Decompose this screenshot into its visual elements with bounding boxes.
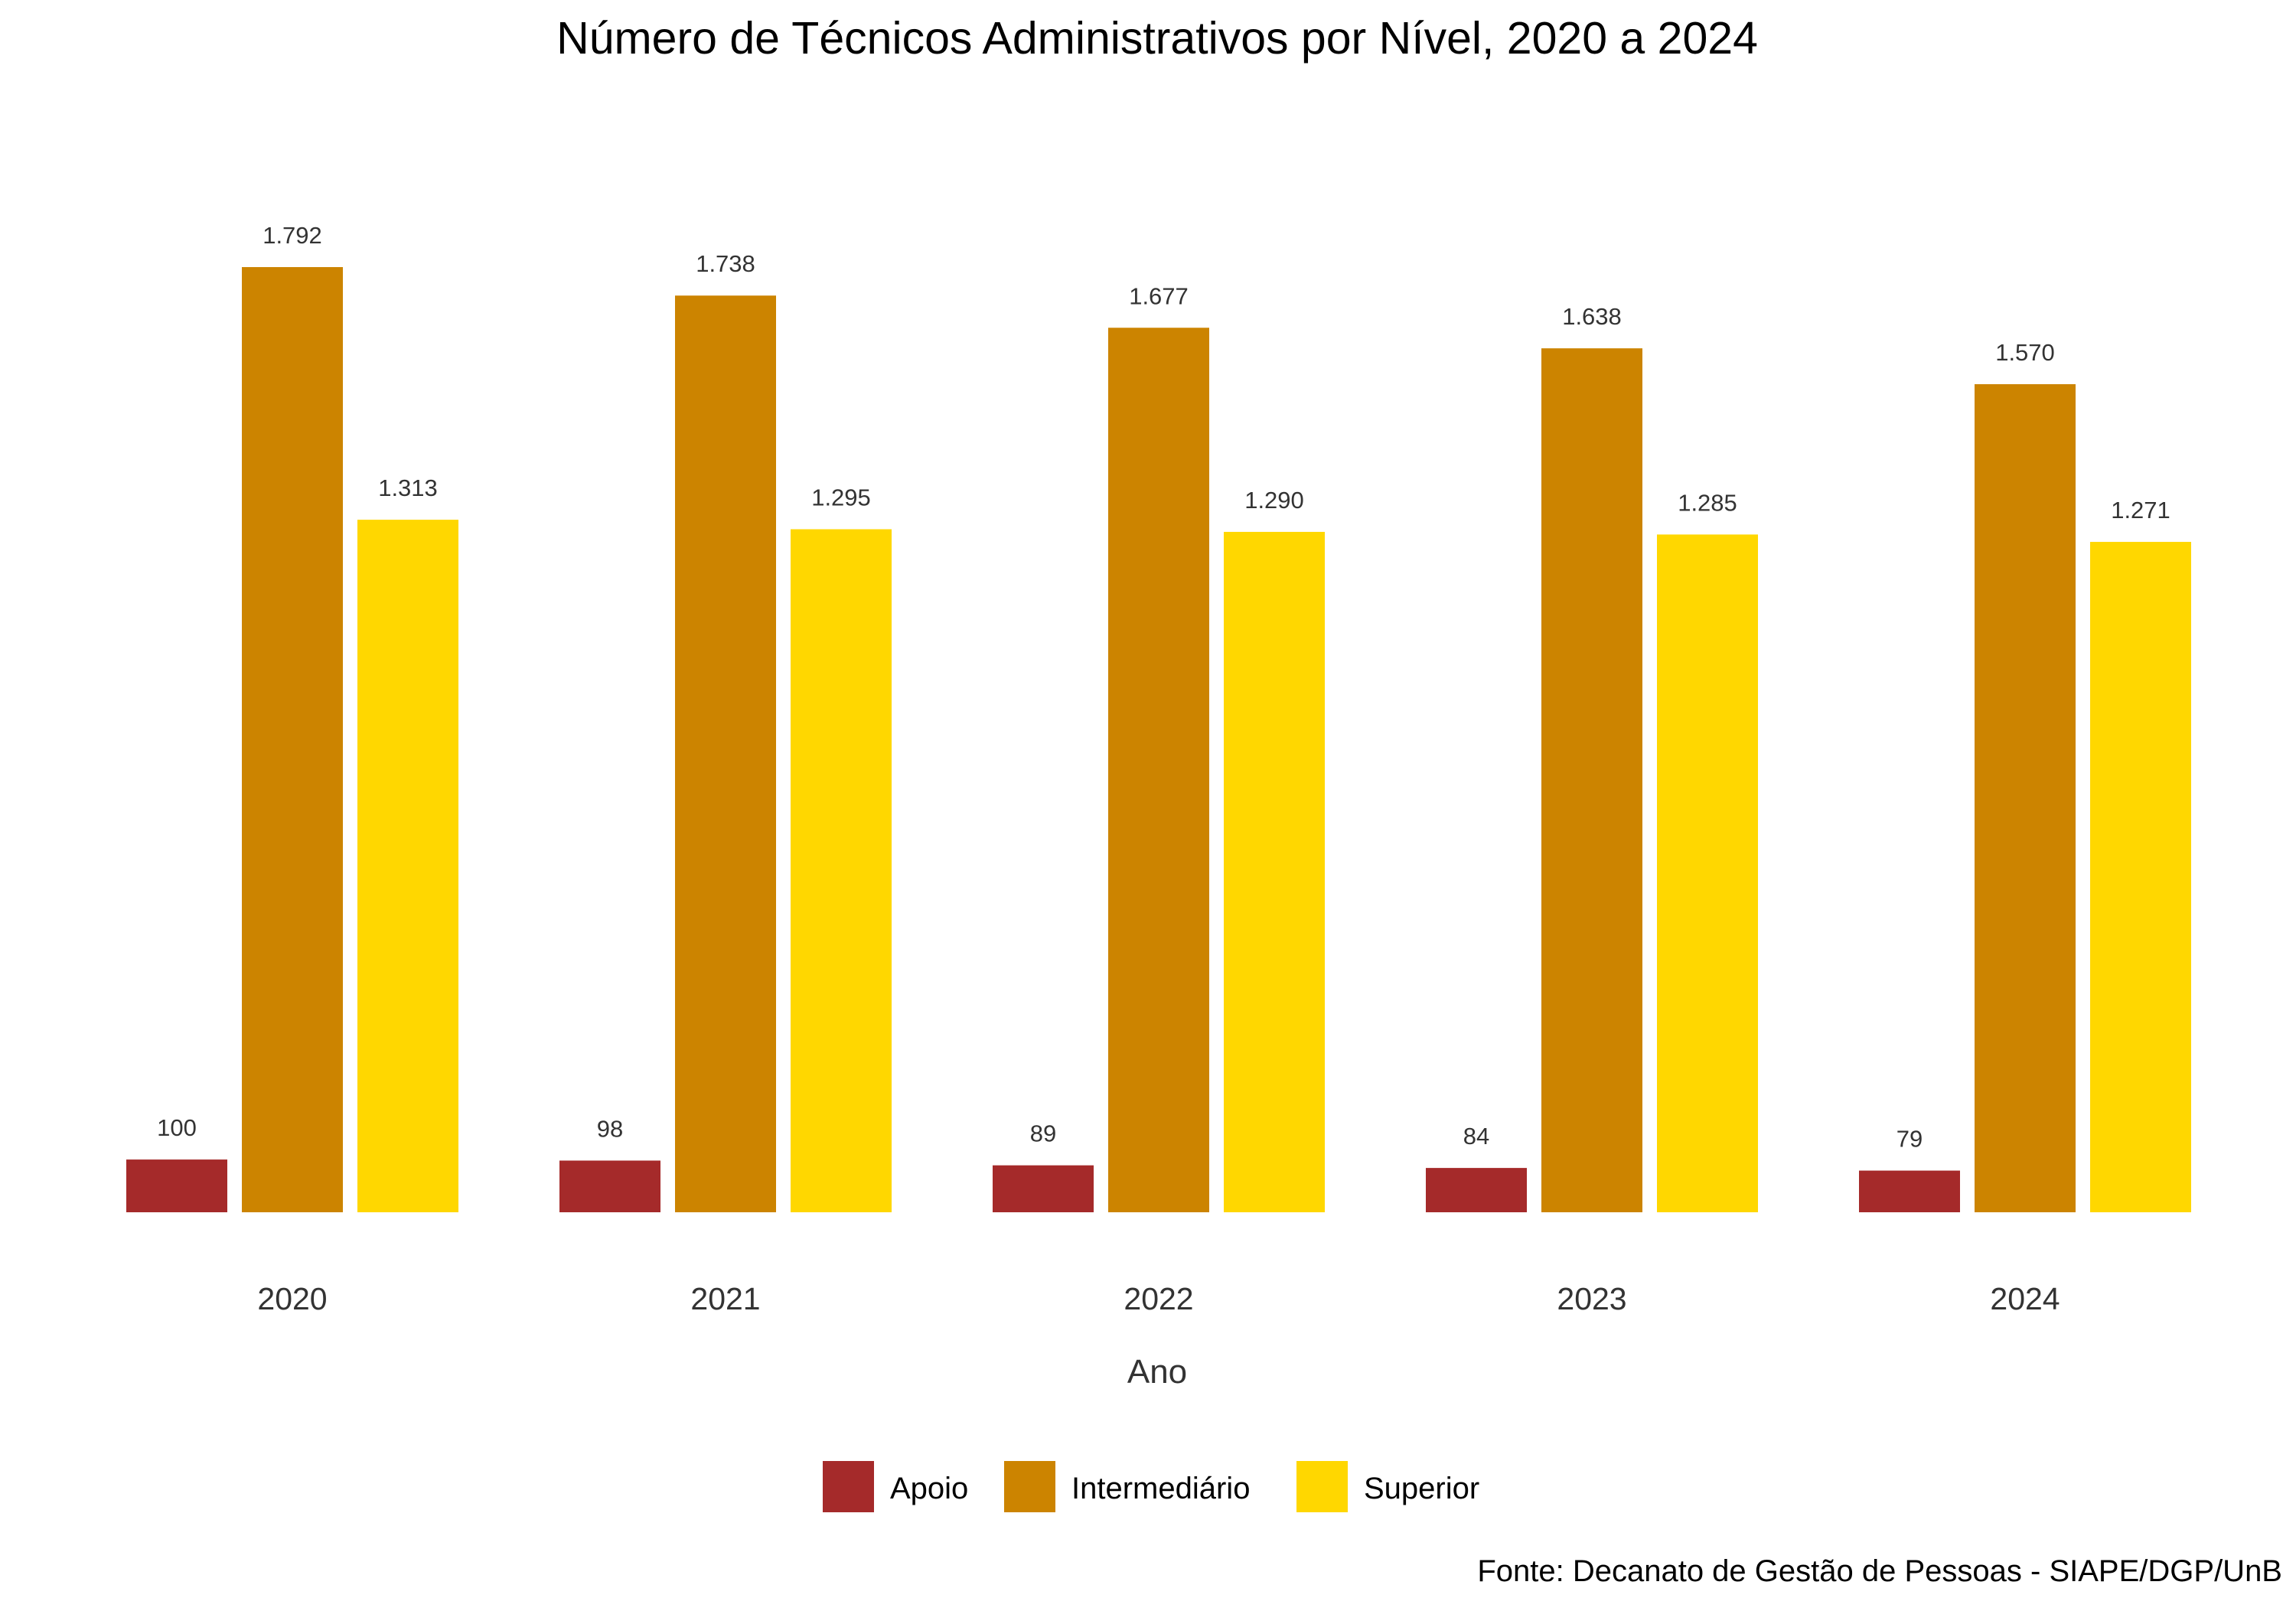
bar-apoio-2024 (1859, 1170, 1960, 1212)
value-label-superior-2022: 1.290 (1244, 487, 1304, 514)
bar-apoio-2023 (1426, 1168, 1527, 1212)
bar-apoio-2022 (993, 1165, 1094, 1212)
x-tick-label-2022: 2022 (1124, 1281, 1193, 1316)
legend-key-apoio (823, 1461, 874, 1512)
legend-label-superior: Superior (1364, 1472, 1479, 1505)
value-label-apoio-2023: 84 (1463, 1123, 1489, 1150)
bar-superior-2023 (1657, 534, 1758, 1212)
bar-superior-2022 (1224, 531, 1325, 1212)
x-tick-label-2020: 2020 (257, 1281, 327, 1316)
legend-key-superior (1296, 1461, 1348, 1512)
x-ticks-group: 2020 2021 2022 2023 2024 (257, 1281, 2060, 1316)
chart-title: Número de Técnicos Administrativos por N… (556, 13, 1758, 64)
bar-superior-2024 (2090, 542, 2191, 1212)
bar-apoio-2021 (559, 1160, 660, 1212)
legend-label-intermediario: Intermediário (1071, 1472, 1250, 1505)
bar-intermediario-2021 (675, 295, 776, 1213)
value-label-intermediario-2024: 1.570 (1995, 339, 2055, 366)
legend-key-intermediario (1004, 1461, 1055, 1512)
x-tick-label-2023: 2023 (1557, 1281, 1626, 1316)
bar-superior-2020 (357, 520, 458, 1212)
bar-intermediario-2024 (1975, 383, 2076, 1213)
value-label-apoio-2022: 89 (1030, 1120, 1056, 1147)
legend-label-apoio: Apoio (890, 1472, 968, 1505)
x-tick-label-2024: 2024 (1990, 1281, 2060, 1316)
caption: Fonte: Decanato de Gestão de Pessoas - S… (1477, 1554, 2282, 1588)
value-label-superior-2020: 1.313 (378, 474, 438, 501)
x-tick-label-2021: 2021 (690, 1281, 760, 1316)
value-label-apoio-2020: 100 (157, 1114, 197, 1141)
bar-intermediario-2023 (1541, 348, 1642, 1212)
value-label-intermediario-2022: 1.677 (1129, 282, 1189, 309)
bars-group (126, 267, 2191, 1213)
value-label-intermediario-2020: 1.792 (263, 222, 322, 249)
legend: Apoio Intermediário Superior (823, 1461, 1479, 1512)
value-label-superior-2024: 1.271 (2111, 497, 2170, 523)
bar-apoio-2020 (126, 1159, 227, 1212)
bar-intermediario-2022 (1108, 328, 1209, 1213)
value-label-superior-2023: 1.285 (1678, 489, 1737, 516)
bar-superior-2021 (791, 529, 892, 1212)
value-label-intermediario-2023: 1.638 (1562, 303, 1622, 330)
x-axis-label: Ano (1127, 1353, 1187, 1391)
value-label-apoio-2024: 79 (1896, 1126, 1923, 1153)
value-label-superior-2021: 1.295 (811, 484, 871, 511)
value-label-intermediario-2021: 1.738 (696, 250, 755, 277)
bar-intermediario-2020 (242, 267, 343, 1212)
value-label-apoio-2021: 98 (597, 1115, 623, 1142)
value-labels-group: 100 1.792 1.313 98 1.738 1.295 89 1.677 1.290 84 1… (157, 222, 2170, 1153)
